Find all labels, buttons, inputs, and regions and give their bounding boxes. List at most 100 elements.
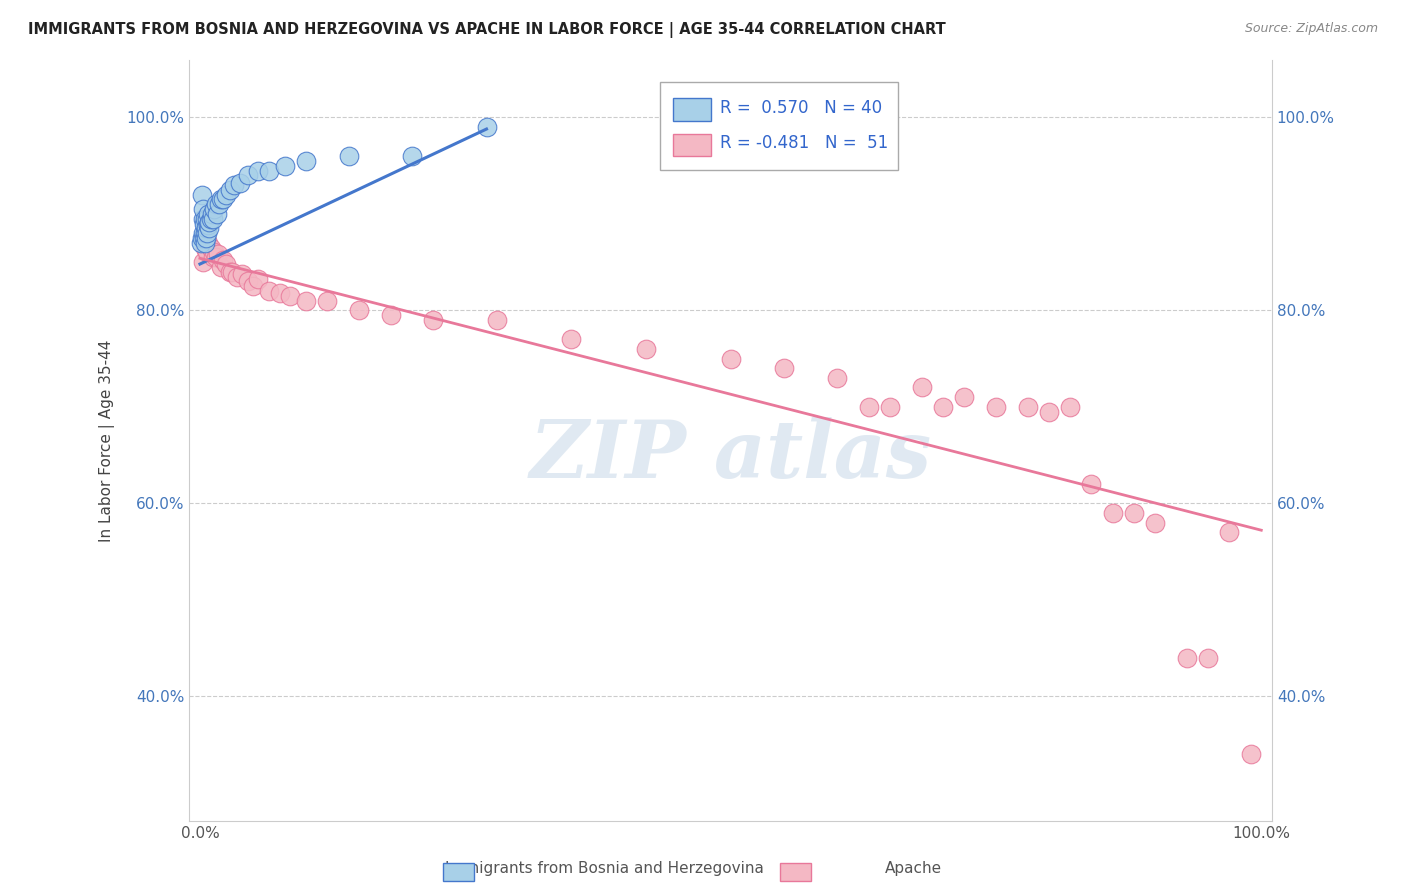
Point	[195, 231, 218, 245]
Point	[218, 265, 240, 279]
Point	[194, 226, 217, 240]
Point	[316, 293, 339, 308]
Point	[195, 221, 218, 235]
Point	[195, 226, 218, 240]
Point	[1240, 747, 1263, 761]
FancyBboxPatch shape	[661, 82, 898, 170]
Point	[200, 241, 222, 255]
Point	[212, 253, 235, 268]
Point	[274, 159, 297, 173]
Point	[720, 351, 742, 366]
Point	[202, 245, 225, 260]
Point	[337, 149, 360, 163]
Point	[295, 153, 318, 168]
Text: Immigrants from Bosnia and Herzegovina: Immigrants from Bosnia and Herzegovina	[446, 861, 763, 876]
Point	[1080, 477, 1102, 491]
Point	[1017, 400, 1039, 414]
Point	[401, 149, 423, 163]
Point	[191, 187, 214, 202]
Text: R =  0.570   N = 40: R = 0.570 N = 40	[720, 99, 882, 117]
Point	[197, 219, 219, 233]
Point	[191, 231, 214, 245]
Point	[879, 400, 901, 414]
Point	[209, 193, 232, 207]
Point	[911, 380, 934, 394]
Point	[205, 250, 228, 264]
Point	[197, 235, 219, 250]
Point	[195, 211, 218, 226]
Text: Source: ZipAtlas.com: Source: ZipAtlas.com	[1244, 22, 1378, 36]
Text: ZIP atlas: ZIP atlas	[530, 417, 932, 494]
Point	[422, 313, 444, 327]
Point	[222, 178, 245, 192]
Point	[207, 247, 229, 261]
Point	[205, 197, 228, 211]
Point	[295, 293, 318, 308]
Point	[1101, 506, 1123, 520]
Point	[200, 211, 222, 226]
Point	[212, 193, 235, 207]
Point	[198, 214, 221, 228]
Point	[560, 332, 582, 346]
Point	[932, 400, 955, 414]
Point	[221, 265, 243, 279]
Point	[191, 255, 214, 269]
Text: R = -0.481   N =  51: R = -0.481 N = 51	[720, 135, 889, 153]
Point	[226, 269, 249, 284]
Point	[194, 241, 217, 255]
Point	[193, 231, 215, 245]
Point	[194, 235, 217, 250]
Point	[231, 267, 253, 281]
Point	[825, 371, 848, 385]
Bar	[673, 98, 711, 120]
Point	[347, 303, 370, 318]
Text: Apache: Apache	[886, 861, 942, 876]
Point	[953, 390, 976, 404]
Point	[1218, 525, 1240, 540]
Point	[201, 211, 224, 226]
Point	[193, 217, 215, 231]
Point	[247, 163, 270, 178]
Point	[1059, 400, 1081, 414]
Point	[229, 176, 252, 190]
Point	[191, 211, 214, 226]
Point	[209, 260, 232, 274]
Text: IMMIGRANTS FROM BOSNIA AND HERZEGOVINA VS APACHE IN LABOR FORCE | AGE 35-44 CORR: IMMIGRANTS FROM BOSNIA AND HERZEGOVINA V…	[28, 22, 946, 38]
Point	[208, 197, 231, 211]
Point	[201, 250, 224, 264]
Point	[1197, 650, 1219, 665]
Point	[236, 274, 259, 288]
Point	[215, 187, 238, 202]
Point	[1175, 650, 1198, 665]
Point	[257, 163, 280, 178]
Point	[191, 226, 214, 240]
Point	[1122, 506, 1144, 520]
Point	[201, 207, 224, 221]
Point	[984, 400, 1007, 414]
Point	[236, 169, 259, 183]
Point	[1144, 516, 1167, 530]
Point	[215, 257, 238, 271]
Y-axis label: In Labor Force | Age 35-44: In Labor Force | Age 35-44	[100, 339, 115, 541]
Bar	[673, 134, 711, 156]
Point	[380, 308, 402, 322]
Point	[634, 342, 657, 356]
Point	[475, 120, 498, 134]
Point	[202, 202, 225, 216]
Point	[190, 235, 212, 250]
Point	[269, 285, 291, 300]
Point	[242, 279, 264, 293]
Point	[194, 211, 217, 226]
Point	[858, 400, 880, 414]
Point	[198, 221, 221, 235]
Point	[191, 202, 214, 216]
Point	[195, 245, 218, 260]
Point	[197, 207, 219, 221]
Point	[1038, 404, 1060, 418]
Point	[257, 284, 280, 298]
Point	[247, 272, 270, 286]
Point	[218, 183, 240, 197]
Point	[205, 207, 228, 221]
Point	[278, 289, 301, 303]
Point	[195, 231, 218, 245]
